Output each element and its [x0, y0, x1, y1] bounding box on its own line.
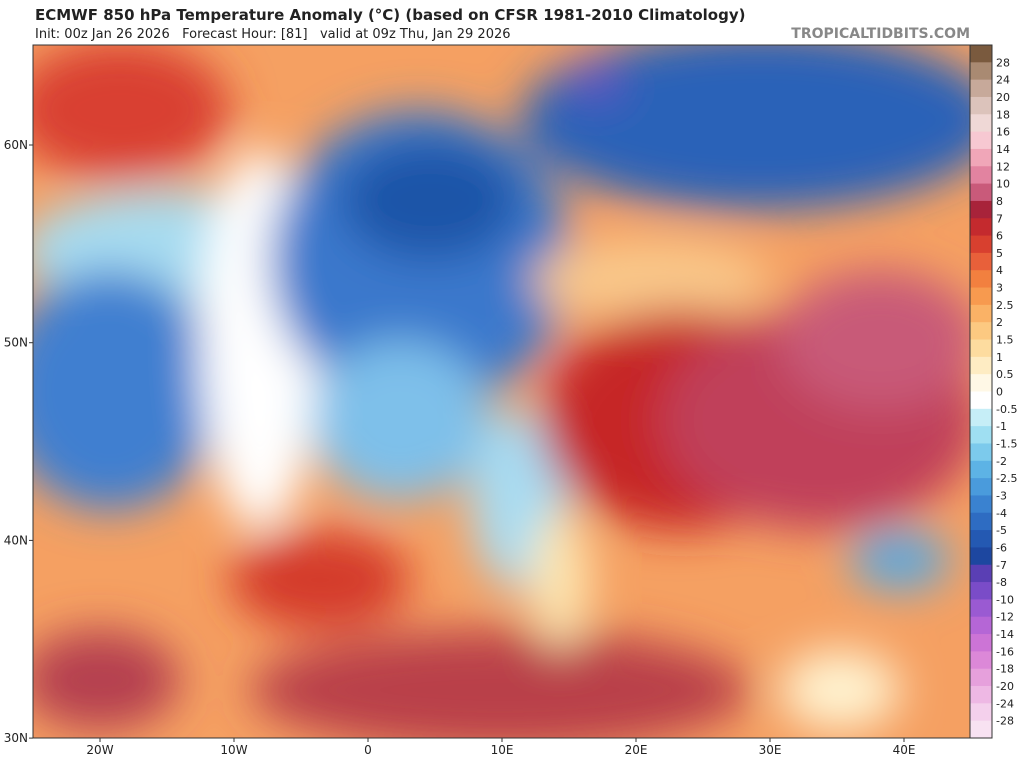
colorbar-label: -5	[996, 524, 1007, 537]
colorbar-swatch	[970, 460, 992, 479]
colorbar-label: -10	[996, 593, 1014, 606]
colorbar-label: 2.5	[996, 299, 1014, 312]
colorbar-label: -6	[996, 541, 1007, 554]
colorbar-swatch	[970, 564, 992, 583]
colorbar-label: 8	[996, 195, 1003, 208]
colorbar-label: 5	[996, 247, 1003, 260]
colorbar-label: 12	[996, 160, 1010, 173]
colorbar-label: 10	[996, 178, 1010, 191]
lon-label: 20E	[625, 743, 648, 757]
colorbar-label: -12	[996, 611, 1014, 624]
colorbar-label: 1	[996, 351, 1003, 364]
colorbar-swatch	[970, 218, 992, 237]
colorbar-swatch	[970, 547, 992, 566]
colorbar-swatch	[970, 443, 992, 462]
colorbar-frame	[969, 44, 993, 739]
colorbar-swatch	[970, 114, 992, 133]
colorbar-label: 2	[996, 316, 1003, 329]
watermark: TROPICALTIDBITS.COM	[791, 26, 970, 42]
colorbar-swatch	[970, 426, 992, 444]
colorbar-swatch	[970, 703, 992, 722]
colorbar-label: -2	[996, 455, 1007, 468]
colorbar-swatch	[970, 304, 992, 323]
lon-label: 0	[364, 743, 372, 757]
colorbar-label: -1	[996, 420, 1007, 433]
colorbar-label: 18	[996, 108, 1010, 121]
colorbar-swatch	[970, 200, 992, 219]
colorbar-swatch	[970, 616, 992, 635]
colorbar-swatch	[970, 495, 992, 514]
colorbar-swatch	[970, 478, 992, 496]
colorbar-label: 4	[996, 264, 1003, 277]
colorbar-label: -2.5	[996, 472, 1017, 485]
colorbar-swatch	[970, 79, 992, 98]
lon-label: 30E	[759, 743, 782, 757]
colorbar-swatch	[970, 634, 992, 652]
colorbar-swatch	[970, 322, 992, 341]
colorbar-label: 0	[996, 386, 1003, 399]
lon-label: 10W	[220, 743, 247, 757]
colorbar-label: -7	[996, 559, 1007, 572]
colorbar-label: -8	[996, 576, 1007, 589]
colorbar-swatch	[970, 131, 992, 150]
colorbar-swatch	[970, 651, 992, 670]
subtitle: Init: 00z Jan 26 2026 Forecast Hour: [81…	[35, 27, 511, 42]
title: ECMWF 850 hPa Temperature Anomaly (°C) (…	[35, 6, 745, 24]
colorbar-label: -16	[996, 645, 1014, 658]
colorbar-label: -20	[996, 680, 1014, 693]
colorbar-swatch	[970, 374, 992, 392]
colorbar-swatch	[970, 166, 992, 185]
colorbar-label: -0.5	[996, 403, 1017, 416]
colorbar-swatch	[970, 720, 992, 739]
colorbar-swatch	[970, 530, 992, 548]
colorbar: 28 24 20 18 16 14 12 10 8 7 6 5 4 3 2.5 2 1.5 1 0.5 0 -0.5 -1…	[969, 44, 1017, 739]
colorbar-swatch	[970, 668, 992, 687]
colorbar-label: -4	[996, 507, 1007, 520]
colorbar-label: 14	[996, 143, 1010, 156]
lat-label: 60N	[4, 138, 28, 152]
lat-label: 40N	[4, 533, 28, 547]
colorbar-label: -1.5	[996, 437, 1017, 450]
anomaly-field	[33, 45, 970, 738]
lat-label: 50N	[4, 336, 28, 350]
colorbar-swatch	[970, 235, 992, 254]
lon-label: 40E	[893, 743, 916, 757]
colorbar-label: 0.5	[996, 368, 1014, 381]
colorbar-label: 20	[996, 91, 1010, 104]
colorbar-swatch	[970, 183, 992, 202]
colorbar-label: -24	[996, 697, 1014, 710]
colorbar-swatch	[970, 96, 992, 115]
colorbar-swatch	[970, 391, 992, 410]
colorbar-swatch	[970, 582, 992, 600]
colorbar-label: 16	[996, 126, 1010, 139]
colorbar-swatch	[970, 287, 992, 306]
colorbar-label: 24	[996, 74, 1010, 87]
colorbar-label: 7	[996, 212, 1003, 225]
colorbar-swatch	[970, 62, 992, 81]
colorbar-label: 6	[996, 230, 1003, 243]
colorbar-swatch	[970, 45, 992, 63]
colorbar-label: 3	[996, 282, 1003, 295]
colorbar-swatch	[970, 270, 992, 289]
colorbar-swatch	[970, 252, 992, 271]
lon-label: 10E	[491, 743, 514, 757]
colorbar-swatch	[970, 599, 992, 618]
colorbar-swatch	[970, 356, 992, 375]
colorbar-label: -28	[996, 715, 1014, 728]
colorbar-swatch	[970, 686, 992, 704]
colorbar-swatch	[970, 512, 992, 531]
lat-label: 30N	[4, 731, 28, 745]
colorbar-swatch	[970, 339, 992, 358]
lon-label: 20W	[86, 743, 113, 757]
colorbar-swatch	[970, 408, 992, 427]
colorbar-label: 28	[996, 56, 1010, 69]
colorbar-label: -14	[996, 628, 1014, 641]
colorbar-label: -3	[996, 489, 1007, 502]
colorbar-label: 1.5	[996, 334, 1014, 347]
colorbar-swatch	[970, 148, 992, 167]
colorbar-label: -18	[996, 663, 1014, 676]
